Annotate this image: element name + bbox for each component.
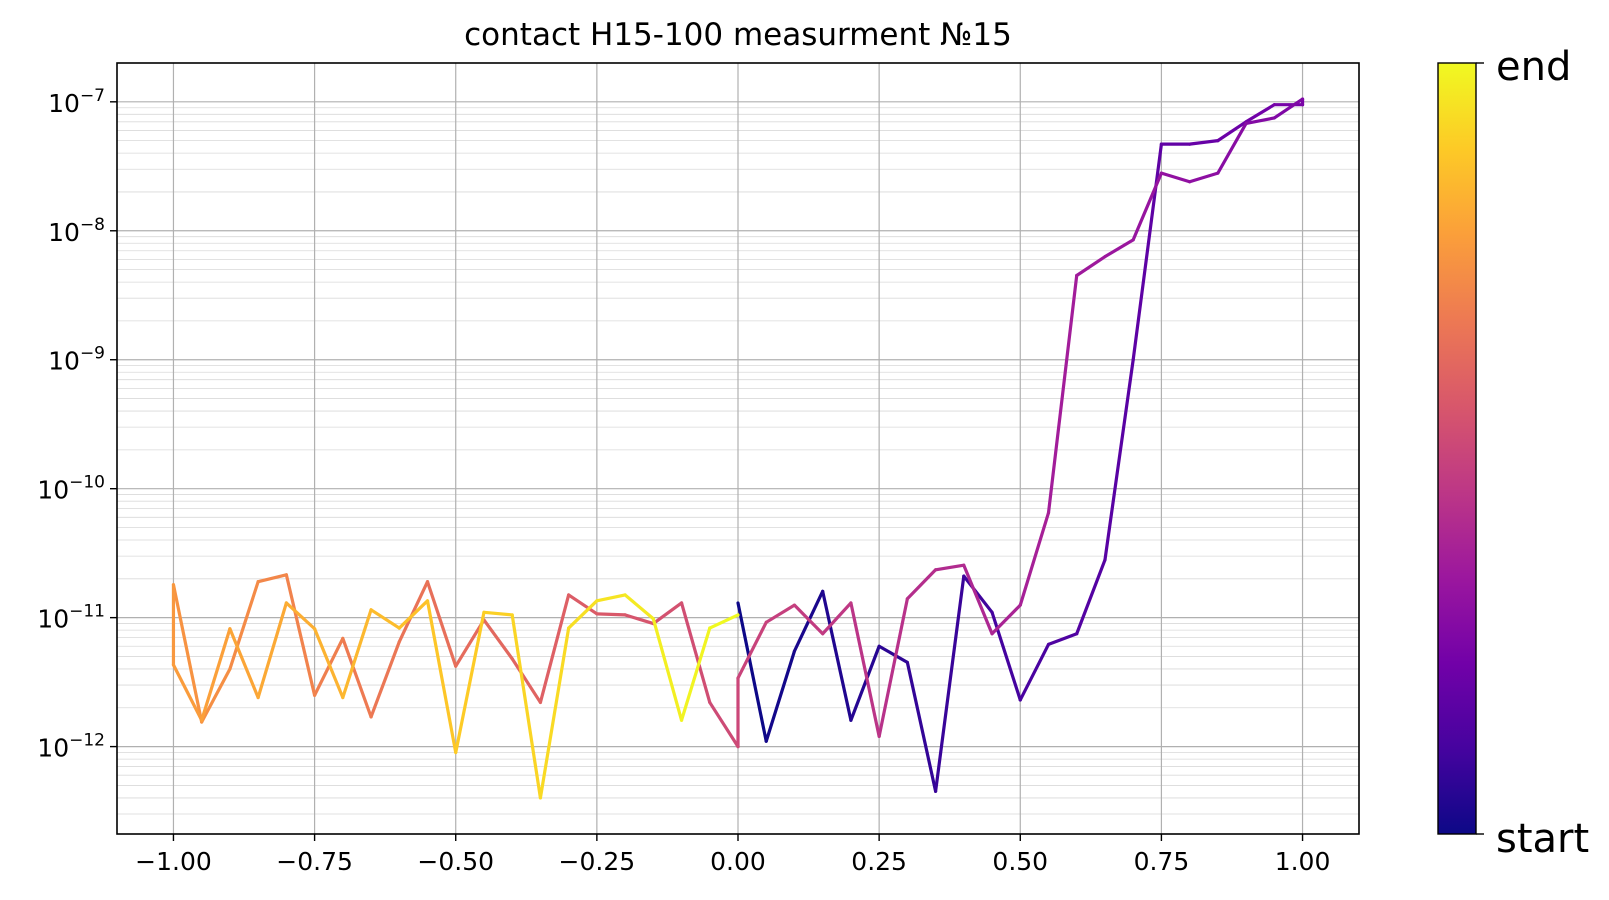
line-segment bbox=[595, 593, 627, 603]
x-tick-label: −0.50 bbox=[417, 847, 494, 876]
x-tick-label: 0.50 bbox=[992, 847, 1048, 876]
colorbar-label-end: end bbox=[1496, 44, 1571, 90]
colorbar: end start bbox=[1437, 44, 1589, 862]
x-tick-label: 0.00 bbox=[710, 847, 766, 876]
line-segment bbox=[228, 627, 260, 700]
line-segment bbox=[454, 610, 486, 755]
line-segment bbox=[369, 608, 401, 630]
y-tick-label: 10−11 bbox=[37, 602, 105, 634]
line-segment bbox=[397, 599, 430, 630]
line-segment bbox=[341, 608, 373, 700]
series-line bbox=[171, 97, 1305, 800]
line-segment bbox=[623, 613, 655, 626]
line-segment bbox=[792, 603, 825, 636]
line-segment bbox=[651, 601, 684, 626]
line-segment bbox=[1272, 97, 1305, 120]
line-segment bbox=[1075, 255, 1107, 278]
x-tick-label: −0.75 bbox=[276, 847, 353, 876]
y-axis-ticks: 10−7 10−8 10−9 10−10 10−11 10−12 bbox=[37, 86, 117, 763]
line-segment bbox=[397, 580, 430, 644]
line-segment bbox=[905, 568, 938, 601]
line-segment bbox=[256, 601, 288, 700]
line-segment bbox=[1131, 171, 1164, 242]
line-segment bbox=[849, 601, 881, 738]
line-segment bbox=[538, 593, 571, 705]
y-tick-label: 10−7 bbox=[48, 86, 105, 118]
line-segment bbox=[425, 599, 458, 755]
line-segment bbox=[736, 601, 768, 743]
x-tick-label: 0.25 bbox=[851, 847, 907, 876]
line-segment bbox=[764, 649, 797, 743]
line-segment bbox=[905, 660, 938, 793]
line-segment bbox=[990, 603, 1022, 636]
line-segment bbox=[1159, 171, 1192, 184]
line-segment bbox=[679, 626, 712, 722]
line-segment bbox=[1131, 142, 1164, 362]
line-segment bbox=[849, 644, 881, 722]
line-segment bbox=[1046, 632, 1079, 647]
line-segment bbox=[171, 583, 204, 724]
line-segment bbox=[482, 610, 514, 617]
line-segment bbox=[962, 563, 994, 636]
colorbar-label-start: start bbox=[1496, 816, 1589, 862]
line-segment bbox=[425, 580, 458, 668]
line-segment bbox=[962, 574, 994, 614]
x-tick-label: 1.00 bbox=[1275, 847, 1331, 876]
line-segment bbox=[1103, 238, 1135, 259]
line-segment bbox=[821, 589, 853, 722]
x-tick-label: 0.75 bbox=[1134, 847, 1190, 876]
x-tick-label: −1.00 bbox=[135, 847, 212, 876]
line-segment bbox=[1188, 139, 1220, 146]
colorbar-gradient bbox=[1437, 62, 1477, 835]
line-segment bbox=[284, 601, 317, 631]
line-segment bbox=[651, 617, 684, 722]
line-segment bbox=[284, 573, 317, 697]
chart-title: contact H15-100 measurment №15 bbox=[464, 17, 1012, 53]
line-segment bbox=[171, 663, 204, 722]
line-segment bbox=[1018, 642, 1051, 702]
line-segment bbox=[1103, 358, 1135, 562]
line-segment bbox=[1216, 121, 1248, 175]
y-tick-label: 10−12 bbox=[37, 731, 105, 763]
line-segment bbox=[567, 593, 599, 616]
line-segment bbox=[341, 636, 373, 719]
line-segment bbox=[228, 580, 260, 671]
line-segment bbox=[200, 627, 232, 722]
line-segment bbox=[1188, 171, 1220, 184]
line-segment bbox=[1216, 120, 1248, 143]
line-segment bbox=[369, 640, 401, 719]
x-tick-label: −0.25 bbox=[559, 847, 636, 876]
line-segment bbox=[623, 593, 655, 621]
line-segment bbox=[200, 667, 232, 724]
line-segment bbox=[877, 644, 909, 664]
line-segment bbox=[1244, 103, 1276, 124]
line-segment bbox=[1046, 273, 1079, 515]
y-tick-label: 10−8 bbox=[48, 215, 105, 247]
line-segment bbox=[510, 613, 543, 800]
line-segment bbox=[708, 700, 740, 749]
line-segment bbox=[567, 599, 599, 630]
line-segment bbox=[1244, 116, 1276, 126]
line-segment bbox=[708, 613, 740, 630]
y-tick-label: 10−10 bbox=[37, 473, 105, 505]
line-segment bbox=[933, 574, 966, 793]
line-segment bbox=[1075, 558, 1107, 636]
line-segment bbox=[538, 626, 571, 800]
line-segment bbox=[256, 573, 288, 584]
line-segment bbox=[679, 601, 712, 705]
line-segment bbox=[595, 612, 627, 617]
line-segment bbox=[510, 657, 543, 705]
grid bbox=[117, 63, 1359, 834]
line-segment bbox=[764, 603, 797, 624]
line-segment bbox=[736, 620, 768, 680]
x-axis-ticks: −1.00 −0.75 −0.50 −0.25 0.00 0.25 0.50 0.75 1.00 bbox=[135, 834, 1330, 876]
y-tick-label: 10−9 bbox=[48, 344, 105, 376]
line-segment bbox=[821, 601, 853, 636]
line-segment bbox=[1018, 511, 1051, 607]
line-segment bbox=[312, 627, 345, 700]
line-segment bbox=[933, 563, 966, 572]
line-segment bbox=[482, 618, 514, 661]
line-segment bbox=[877, 597, 909, 738]
